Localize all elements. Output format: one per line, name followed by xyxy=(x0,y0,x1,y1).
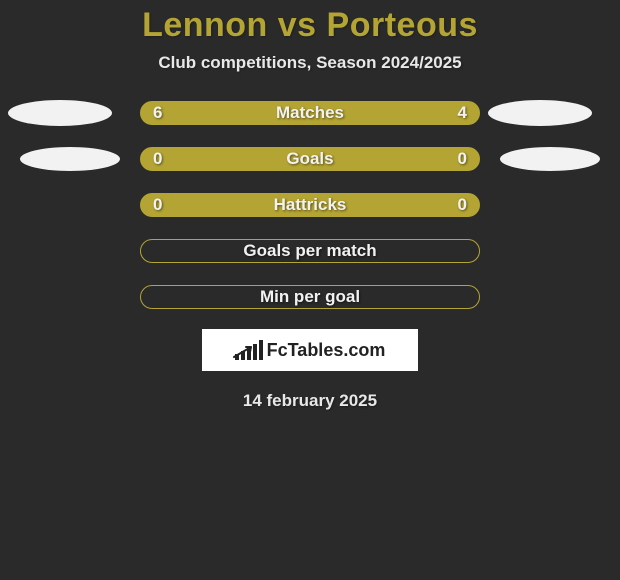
stat-bar: Goals 0 0 xyxy=(140,147,480,171)
stat-value-right: 0 xyxy=(458,195,467,215)
stat-value-left: 0 xyxy=(153,195,162,215)
stat-label: Goals xyxy=(286,149,333,169)
stat-row: Goals 0 0 xyxy=(0,147,620,171)
stat-bar: Matches 6 4 xyxy=(140,101,480,125)
page-title: Lennon vs Porteous xyxy=(0,0,620,45)
right-ellipse xyxy=(500,147,600,171)
stat-rows: Matches 6 4 Goals 0 0 Hattricks 0 0 Goals per mat… xyxy=(0,101,620,309)
stat-value-left: 0 xyxy=(153,149,162,169)
page-subtitle: Club competitions, Season 2024/2025 xyxy=(0,53,620,73)
comparison-infographic: Lennon vs Porteous Club competitions, Se… xyxy=(0,0,620,580)
stat-row: Goals per match xyxy=(0,239,620,263)
left-ellipse xyxy=(20,147,120,171)
stat-label: Min per goal xyxy=(260,287,360,307)
stat-value-right: 4 xyxy=(458,103,467,123)
stat-bar: Hattricks 0 0 xyxy=(140,193,480,217)
stat-bar: Min per goal xyxy=(140,285,480,309)
arrow-icon xyxy=(233,344,261,358)
stat-value-left: 6 xyxy=(153,103,162,123)
stat-label: Hattricks xyxy=(274,195,347,215)
right-ellipse xyxy=(488,100,592,126)
stat-label: Matches xyxy=(276,103,344,123)
stat-row: Hattricks 0 0 xyxy=(0,193,620,217)
stat-row: Matches 6 4 xyxy=(0,101,620,125)
logo-box: FcTables.com xyxy=(202,329,418,371)
barchart-icon xyxy=(235,340,263,360)
stat-value-right: 0 xyxy=(458,149,467,169)
logo-text: FcTables.com xyxy=(267,340,386,361)
left-ellipse xyxy=(8,100,112,126)
stat-label: Goals per match xyxy=(243,241,376,261)
footer-date: 14 february 2025 xyxy=(0,391,620,411)
stat-bar: Goals per match xyxy=(140,239,480,263)
stat-row: Min per goal xyxy=(0,285,620,309)
